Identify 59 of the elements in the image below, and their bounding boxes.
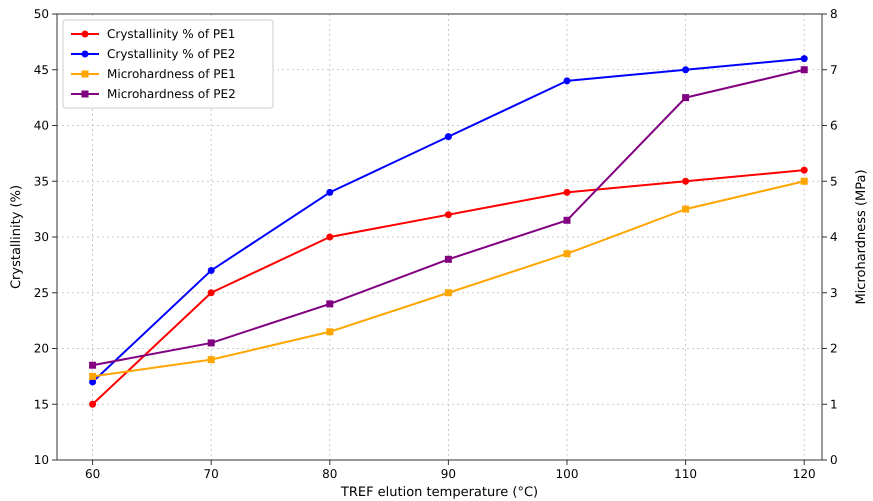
point	[326, 234, 334, 240]
y2-tick-label: 3	[830, 286, 838, 300]
point	[682, 94, 690, 102]
point	[682, 178, 690, 185]
point	[444, 211, 452, 218]
y-tick-label: 30	[34, 230, 49, 244]
point	[208, 356, 215, 364]
point	[800, 166, 808, 174]
y-tick-label: 40	[34, 118, 49, 132]
y-axis-title: Crystallinity (%)	[9, 184, 24, 290]
point	[326, 300, 334, 308]
point	[564, 188, 570, 196]
point	[564, 216, 570, 224]
legend-label: Microhardness of PE2	[107, 87, 236, 101]
x-tick-label: 80	[322, 467, 338, 481]
x-axis-title: TREF elution temperature (°C)	[340, 485, 538, 500]
point	[326, 328, 334, 336]
y2-tick-label: 7	[830, 62, 838, 77]
legend-label: Microhardness of PE1	[107, 67, 236, 81]
x-tick-label: 60	[84, 467, 100, 481]
point	[208, 339, 215, 346]
point	[682, 206, 690, 213]
y2-tick-label: 2	[830, 342, 838, 356]
y-tick-label: 10	[34, 453, 49, 467]
point	[444, 289, 452, 296]
x-tick-label: 70	[204, 467, 219, 481]
y2-tick-label: 6	[830, 118, 838, 132]
point	[800, 66, 808, 74]
point	[208, 266, 215, 274]
y2-tick-label: 1	[830, 397, 838, 412]
point	[326, 188, 334, 196]
x-tick-label: 100	[556, 467, 578, 481]
point	[89, 400, 96, 408]
y2-tick-label: 5	[830, 174, 838, 188]
point	[444, 256, 452, 263]
y2-tick-label: 4	[830, 230, 838, 244]
point	[564, 250, 570, 258]
legend-label: Crystallinity % of PE2	[107, 47, 236, 61]
y2-tick-label: 0	[830, 453, 838, 467]
point	[444, 133, 452, 140]
y-tick-label: 45	[34, 62, 49, 77]
point	[564, 77, 570, 84]
y-tick-label: 50	[34, 7, 49, 21]
point	[89, 372, 96, 380]
legend-label: Crystallinity % of PE1	[107, 27, 236, 41]
point	[208, 289, 215, 296]
y-tick-label: 35	[34, 174, 49, 188]
y2-axis-title: Microhardness (MPa)	[854, 169, 869, 305]
x-tick-label: 120	[792, 467, 816, 481]
y-tick-label: 20	[34, 342, 49, 356]
y2-tick-label: 8	[830, 7, 838, 21]
point	[682, 66, 690, 74]
point	[800, 55, 808, 62]
x-tick-label: 90	[440, 467, 456, 481]
point	[89, 362, 96, 369]
y-tick-label: 15	[34, 397, 49, 412]
x-tick-label: 110	[674, 467, 698, 481]
y-tick-label: 25	[34, 286, 49, 300]
point	[800, 178, 808, 185]
